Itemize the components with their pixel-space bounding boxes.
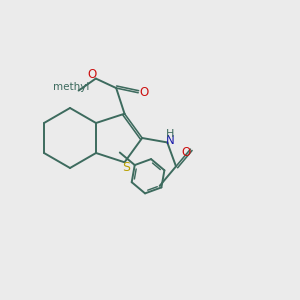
Text: H: H	[166, 129, 175, 139]
Text: O: O	[88, 68, 97, 81]
Text: O: O	[181, 146, 190, 159]
Text: N: N	[166, 134, 175, 147]
Text: S: S	[122, 161, 130, 174]
Text: methyl: methyl	[53, 82, 89, 92]
Text: O: O	[139, 86, 148, 99]
